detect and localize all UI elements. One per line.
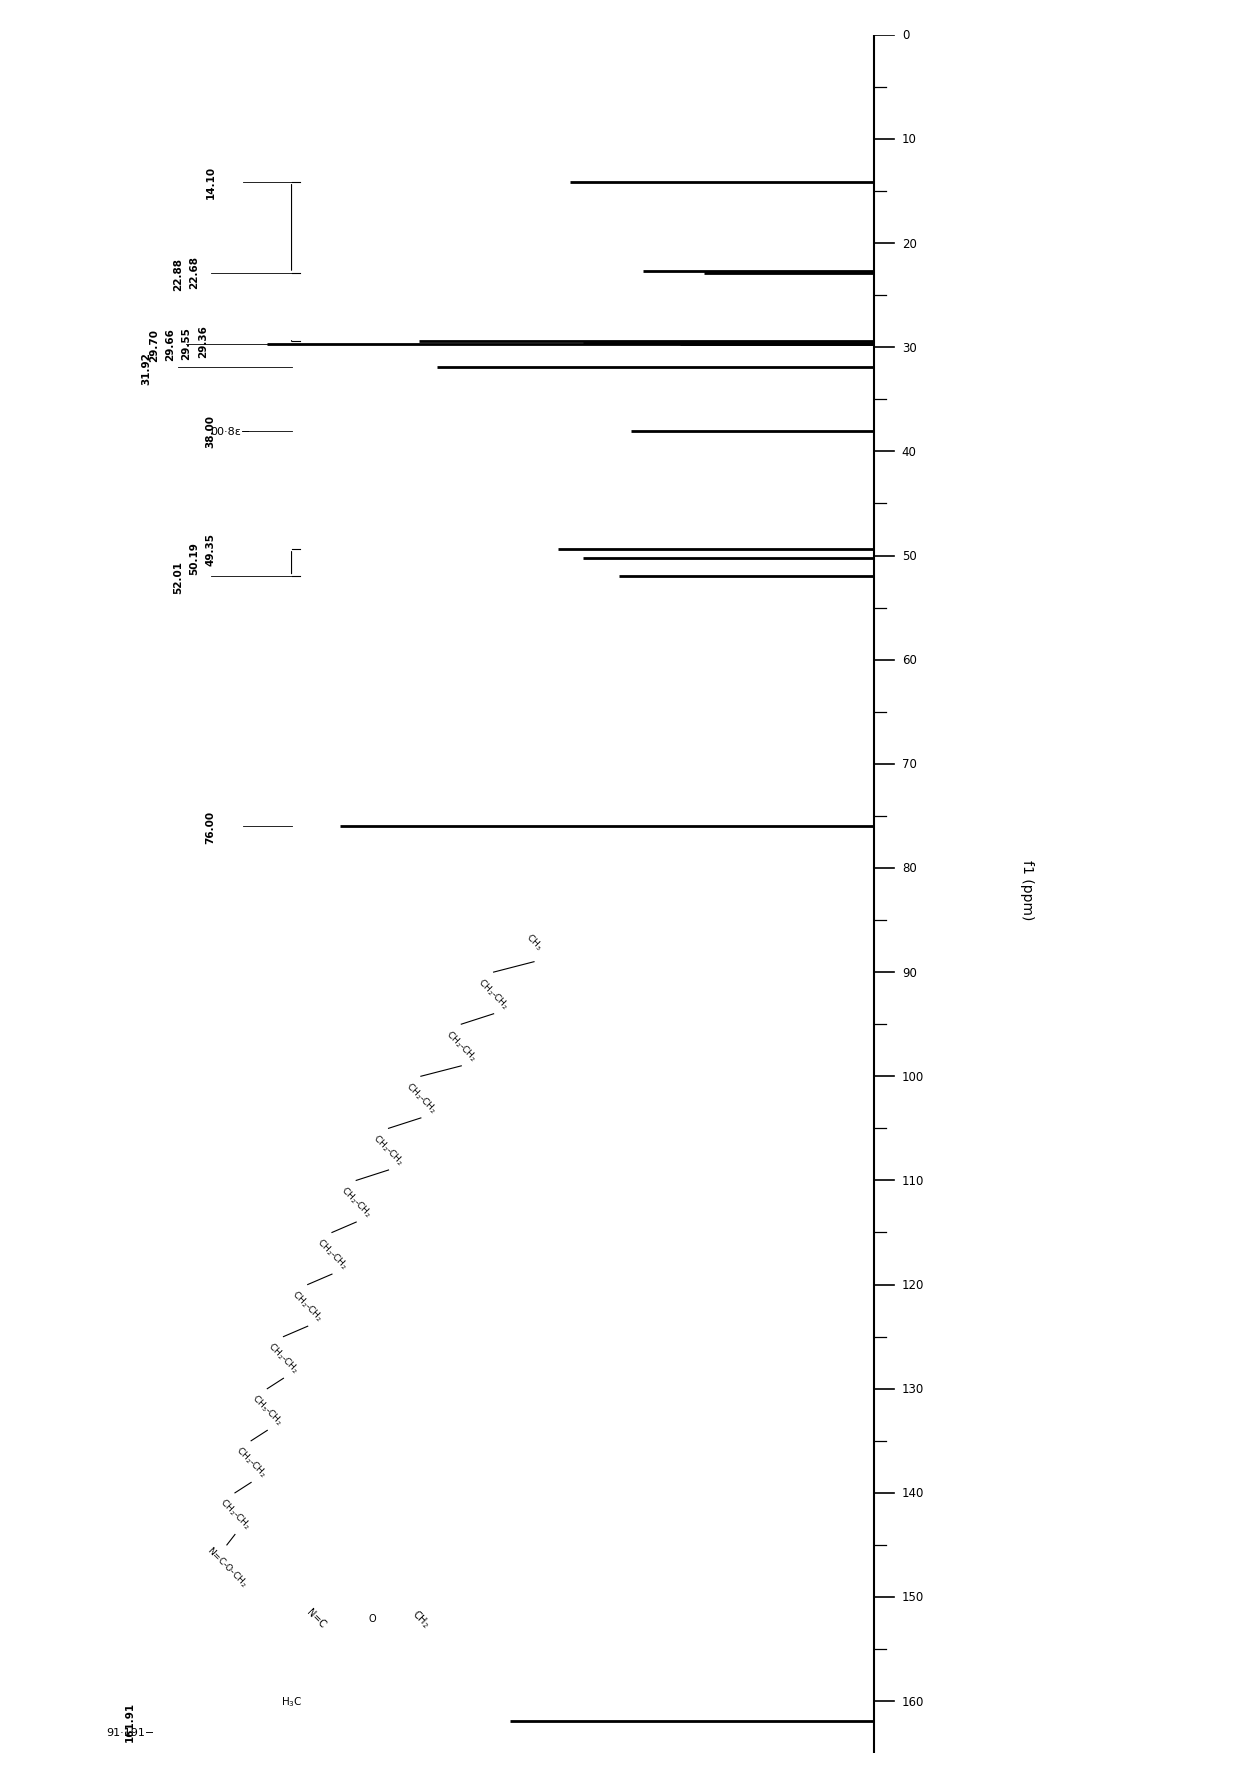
Text: 49.35: 49.35 [206,533,216,565]
Text: CH$_2$: CH$_2$ [409,1607,433,1630]
Text: CH$_2$-CH$_2$: CH$_2$-CH$_2$ [265,1340,301,1376]
Text: CH$_2$-CH$_2$: CH$_2$-CH$_2$ [314,1236,350,1272]
Text: CH$_2$-CH$_2$: CH$_2$-CH$_2$ [217,1496,253,1531]
Text: 130: 130 [901,1383,924,1395]
Text: CH$_2$-CH$_2$: CH$_2$-CH$_2$ [403,1079,439,1116]
Text: 20: 20 [901,238,916,250]
Text: 70: 70 [901,759,916,771]
Text: 120: 120 [901,1279,924,1292]
Text: 00·8ε−: 00·8ε− [211,426,250,437]
Text: 50.19: 50.19 [190,542,200,574]
Text: 150: 150 [901,1590,924,1603]
Text: 76.00: 76.00 [206,810,216,843]
Text: f1 (ppm): f1 (ppm) [1021,859,1034,920]
Text: 10: 10 [901,134,916,147]
Text: 29.70: 29.70 [149,329,159,361]
Text: CH$_3$: CH$_3$ [523,930,546,952]
Text: 22.68: 22.68 [190,256,200,288]
Text: O: O [368,1614,376,1623]
Text: 0: 0 [901,29,909,43]
Text: 52.01: 52.01 [174,560,184,594]
Text: 160: 160 [901,1694,924,1708]
Text: 80: 80 [901,862,916,875]
Text: 40: 40 [901,445,916,458]
Text: 38.00: 38.00 [206,415,216,447]
Text: 91·191−: 91·191− [105,1728,154,1737]
Text: CH$_2$-CH$_2$: CH$_2$-CH$_2$ [289,1288,326,1324]
Text: 110: 110 [901,1174,924,1188]
Text: 22.88: 22.88 [174,258,184,290]
Text: N=C-O-CH$_2$: N=C-O-CH$_2$ [203,1542,250,1589]
Text: 100: 100 [901,1070,924,1082]
Text: N=C: N=C [304,1607,327,1630]
Text: 30: 30 [901,342,916,354]
Text: 29.66: 29.66 [165,327,175,361]
Text: H$_3$C: H$_3$C [280,1694,303,1708]
Text: 50: 50 [901,549,916,564]
Text: 29.55: 29.55 [181,327,191,360]
Text: CH$_2$-CH$_2$: CH$_2$-CH$_2$ [233,1444,269,1480]
Text: 31.92: 31.92 [141,352,151,385]
Text: CH$_2$-CH$_2$: CH$_2$-CH$_2$ [339,1183,374,1220]
Text: 140: 140 [901,1487,924,1499]
Text: CH$_2$-CH$_2$: CH$_2$-CH$_2$ [443,1027,480,1064]
Text: CH$_2$-CH$_2$: CH$_2$-CH$_2$ [371,1131,407,1168]
Text: CH$_5$-CH$_2$: CH$_5$-CH$_2$ [249,1392,285,1428]
Text: 161.91: 161.91 [125,1701,135,1741]
Text: 60: 60 [901,653,916,667]
Text: 29.36: 29.36 [197,326,207,358]
Text: 14.10: 14.10 [206,166,216,199]
Text: CH$_2$-CH$_2$: CH$_2$-CH$_2$ [475,975,512,1011]
Text: 90: 90 [901,966,916,979]
